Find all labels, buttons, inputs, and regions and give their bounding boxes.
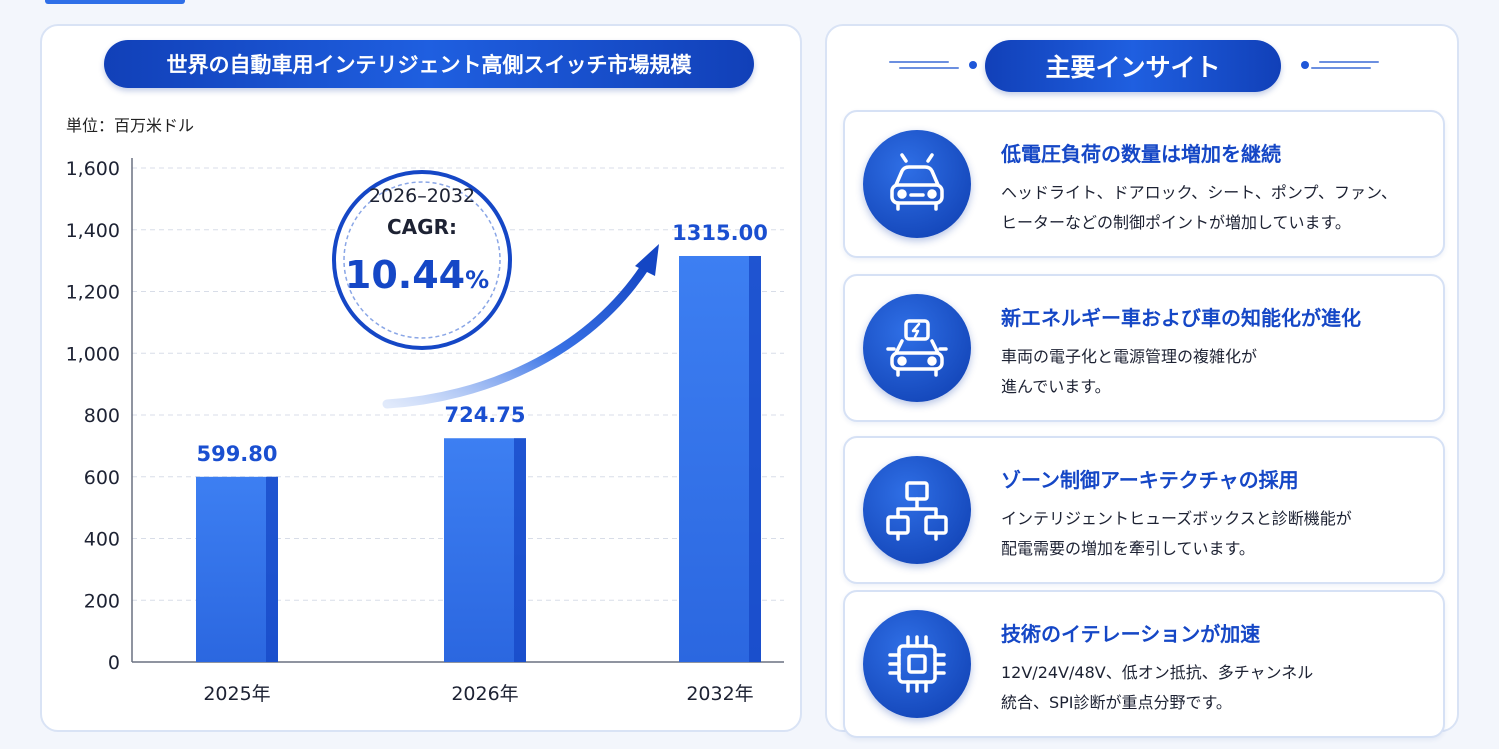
electric-car-icon	[863, 294, 971, 402]
insight-desc: ヘッドライト、ドアロック、シート、ポンプ、ファン、 ヒーターなどの制御ポイントが…	[1001, 178, 1441, 238]
insight-desc-line: インテリジェントヒューズボックスと診断機能が	[1001, 509, 1352, 528]
insight-title: 新エネルギー車および車の知能化が進化	[1001, 306, 1361, 330]
y-tick-label: 0	[108, 652, 120, 674]
insight-desc-line: 車両の電子化と電源管理の複雑化が	[1001, 347, 1258, 366]
bar-value-label: 599.80	[196, 442, 277, 466]
cagr-period: 2026–2032	[369, 185, 475, 207]
x-tick-label: 2032年	[686, 683, 753, 705]
y-tick-label: 200	[84, 590, 120, 612]
network-icon	[863, 456, 971, 564]
title-decoration-left	[889, 61, 981, 69]
chart-title: 世界の自動車用インテリジェント高側スイッチ市場規模	[104, 40, 754, 88]
bar-side-shade	[514, 438, 526, 662]
y-tick-label: 800	[84, 405, 120, 427]
bar-value-label: 1315.00	[672, 221, 768, 245]
chart-panel: 世界の自動車用インテリジェント高側スイッチ市場規模 単位：百万米ドル 0 200 4…	[40, 24, 802, 732]
insight-title: 低電圧負荷の数量は増加を継続	[1001, 142, 1281, 166]
cagr-label: CAGR:	[387, 215, 457, 239]
y-tick-label: 1,400	[66, 220, 120, 242]
bar	[679, 255, 761, 662]
insight-desc-line: 進んでいます。	[1001, 377, 1111, 396]
insight-desc: インテリジェントヒューズボックスと診断機能が 配電需要の増加を牽引しています。	[1001, 504, 1441, 564]
cagr-unit: %	[465, 266, 489, 294]
insight-desc: 車両の電子化と電源管理の複雑化が 進んでいます。	[1001, 342, 1441, 402]
insight-desc-line: ヒーターなどの制御ポイントが増加しています。	[1001, 213, 1351, 232]
bar-value-label: 724.75	[444, 403, 525, 427]
cagr-badge: 2026–2032 CAGR: 10.44%	[332, 170, 512, 350]
growth-arrow-head	[635, 244, 659, 276]
car-icon	[863, 130, 971, 238]
insight-title: ゾーン制御アーキテクチャの採用	[1001, 468, 1299, 492]
insight-card-nev: 新エネルギー車および車の知能化が進化 車両の電子化と電源管理の複雑化が 進んでい…	[843, 274, 1445, 422]
y-tick-label: 600	[84, 467, 120, 489]
insight-desc-line: 統合、SPI診断が重点分野です。	[1001, 693, 1232, 712]
bar-side-shade	[266, 476, 278, 662]
y-tick-label: 1,600	[66, 158, 120, 180]
y-tick-label: 400	[84, 529, 120, 551]
insight-title: 技術のイテレーションが加速	[1001, 622, 1261, 646]
bar	[444, 438, 526, 662]
insight-desc-line: 配電需要の増加を牽引しています。	[1001, 539, 1255, 558]
insights-panel: 主要インサイト 低電圧負荷の数量は増加を継続 ヘッドライト、ドアロック、シート、…	[825, 24, 1459, 738]
bars: 599.80 724.75 1315.00	[196, 221, 768, 662]
unit-label: 単位：百万米ドル	[66, 116, 195, 135]
x-tick-label: 2025年	[203, 683, 270, 705]
y-tick-label: 1,200	[66, 282, 120, 304]
insight-card-loads: 低電圧負荷の数量は増加を継続 ヘッドライト、ドアロック、シート、ポンプ、ファン、…	[843, 110, 1445, 258]
bar-side-shade	[749, 255, 761, 662]
y-tick-label: 1,000	[66, 343, 120, 365]
insight-card-tech: 技術のイテレーションが加速 12V/24V/48V、低オン抵抗、多チャンネル 統…	[843, 590, 1445, 738]
x-tick-label: 2026年	[451, 683, 518, 705]
insight-desc-line: 12V/24V/48V、低オン抵抗、多チャンネル	[1001, 663, 1314, 682]
axes: 0 200 400 600 800 1,000 1,200 1,400 1,600 2025年 20…	[66, 158, 784, 705]
insight-desc-line: ヘッドライト、ドアロック、シート、ポンプ、ファン、	[1001, 183, 1398, 202]
bar	[196, 476, 278, 662]
chip-icon	[863, 610, 971, 718]
cagr-value: 10.44	[345, 253, 465, 297]
title-decoration-right	[1297, 61, 1389, 69]
insights-title: 主要インサイト	[985, 40, 1281, 92]
top-accent-bar	[45, 0, 185, 4]
growth-arrow	[382, 259, 652, 409]
bar-chart: 0 200 400 600 800 1,000 1,200 1,400 1,600 2025年 20…	[66, 158, 784, 705]
insight-card-zonal: ゾーン制御アーキテクチャの採用 インテリジェントヒューズボックスと診断機能が 配…	[843, 436, 1445, 584]
cagr-value-text: 10.44%	[345, 253, 489, 297]
insight-desc: 12V/24V/48V、低オン抵抗、多チャンネル 統合、SPI診断が重点分野です…	[1001, 658, 1441, 718]
